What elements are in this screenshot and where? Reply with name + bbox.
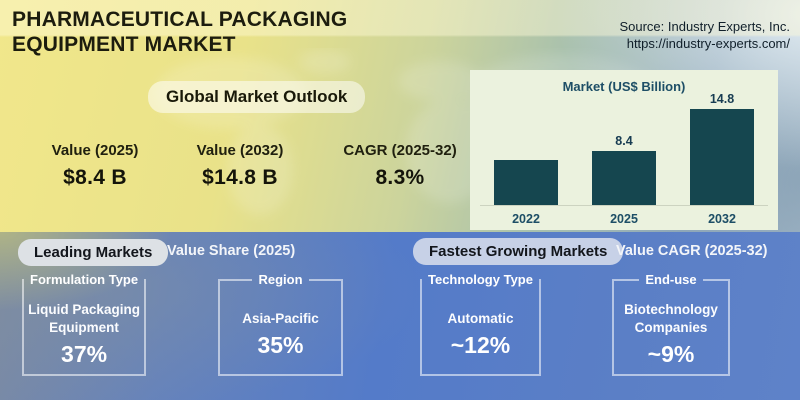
page-title-line2: EQUIPMENT MARKET [12, 33, 236, 57]
bar-value-label: 8.4 [615, 134, 633, 148]
card-body: Biotechnology Companies ~9% [614, 295, 728, 374]
card-segment-value: ~9% [647, 340, 695, 367]
card-category-label: End-use [645, 272, 697, 287]
bar-value-label: 14.8 [709, 92, 735, 106]
top-section: PHARMACEUTICAL PACKAGING EQUIPMENT MARKE… [0, 0, 800, 232]
card-category-label: Technology Type [428, 272, 533, 287]
chart-xlabels: 2022 2025 2032 [480, 212, 768, 226]
stat-value-2032: Value (2032) $14.8 B [170, 142, 310, 190]
card-segment-value: 35% [257, 331, 304, 358]
source-url-link[interactable]: https://industry-experts.com/ [626, 35, 790, 51]
stat-value: 8.3% [375, 166, 425, 189]
card-segment-value: 37% [61, 340, 108, 367]
stat-value: $8.4 B [63, 166, 127, 189]
card-body: Liquid Packaging Equipment 37% [24, 295, 144, 374]
card-segment-value: ~12% [450, 331, 511, 358]
fastest-growing-markets-pill: Fastest Growing Markets [413, 238, 624, 265]
fastest-growing-markets-label: Fastest Growing Markets [429, 243, 608, 260]
card-category-label: Formulation Type [30, 272, 139, 287]
stat-label: Value (2025) [51, 142, 139, 159]
card-body: Asia-Pacific 35% [220, 295, 341, 374]
banner-label: Global Market Outlook [166, 87, 348, 106]
source-text: Source: Industry Experts, Inc. [619, 19, 790, 34]
stat-label: Value (2032) [196, 142, 284, 159]
card-segment-name: Biotechnology Companies [624, 302, 718, 335]
card-technology-type: Technology Type Automatic ~12% [420, 272, 541, 376]
card-segment-name: Automatic [447, 311, 514, 327]
bottom-section: Leading Markets Value Share (2025) Faste… [0, 232, 800, 400]
x-axis-label-2022: 2022 [512, 212, 540, 226]
global-market-outlook-banner: Global Market Outlook [148, 81, 366, 113]
stat-label: CAGR (2025-32) [343, 142, 457, 159]
fastest-growing-markets-caption: Value CAGR (2025-32) [616, 243, 768, 259]
chart-title: Market (US$ Billion) [562, 79, 686, 94]
card-category-label: Region [258, 272, 303, 287]
bar-2025: 8.4 [592, 134, 656, 205]
leading-markets-caption: Value Share (2025) [167, 243, 296, 259]
page-title: PHARMACEUTICAL PACKAGING EQUIPMENT MARKE… [12, 7, 452, 57]
card-end-use: End-use Biotechnology Companies ~9% [612, 272, 730, 376]
stat-value: $14.8 B [202, 166, 278, 189]
card-region: Region Asia-Pacific 35% [218, 272, 343, 376]
stat-value-2025: Value (2025) $8.4 B [25, 142, 165, 190]
bar-2032: 14.8 [690, 92, 754, 205]
card-formulation-type: Formulation Type Liquid Packaging Equipm… [22, 272, 147, 376]
stat-cagr: CAGR (2025-32) 8.3% [323, 142, 477, 190]
x-axis-label-2025: 2025 [610, 212, 638, 226]
leading-markets-label: Leading Markets [34, 244, 153, 261]
chart-bars: 8.4 14.8 [480, 70, 768, 205]
card-segment-name: Liquid Packaging Equipment [28, 302, 140, 335]
card-body: Automatic ~12% [422, 295, 539, 374]
leading-markets-pill: Leading Markets [18, 239, 169, 266]
chart-plot-area: 8.4 14.8 [480, 70, 768, 206]
card-segment-name: Asia-Pacific [242, 311, 319, 327]
bar-2022 [494, 160, 558, 205]
bar-chart-panel: 8.4 14.8 Market (US$ Billion) 2022 2025 203… [470, 70, 778, 230]
page-title-line1: PHARMACEUTICAL PACKAGING [12, 8, 348, 31]
x-axis-label-2032: 2032 [708, 212, 736, 226]
source-block: Source: Industry Experts, Inc. https://i… [619, 19, 790, 52]
